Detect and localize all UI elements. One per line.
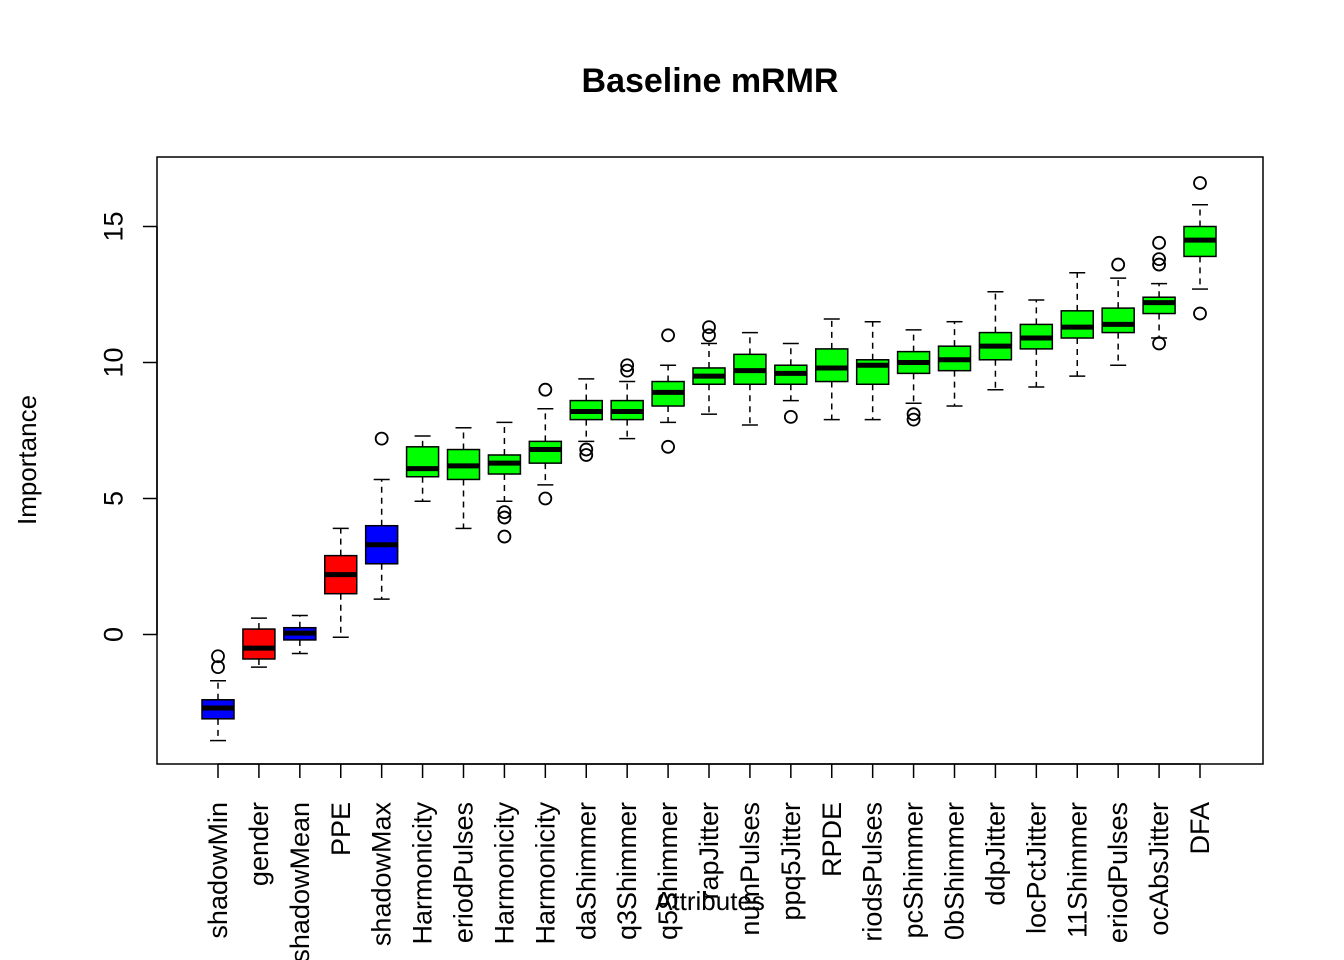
x-tick-label: q5Shimmer [653, 802, 683, 940]
outlier-point [620, 363, 635, 378]
x-tick-label: eriodPulses [449, 802, 479, 943]
x-tick-label: shadowMean [285, 802, 315, 960]
box-body [1101, 307, 1135, 334]
x-tick-label: locPctJitter [1021, 802, 1051, 934]
boxes [201, 176, 1217, 742]
x-tick-label: DFA [1185, 802, 1215, 855]
x-tick-label: 11Shimmer [1062, 802, 1092, 938]
x-tick-label: numPulses [735, 802, 765, 936]
outlier-point [620, 358, 635, 373]
x-tick-label: RPDE [817, 802, 847, 877]
x-tick-label: PPE [326, 802, 356, 856]
outlier-point [579, 442, 594, 457]
x-tick-label: Harmonicity [489, 802, 519, 945]
outlier-point [1111, 257, 1126, 272]
box-body [405, 446, 440, 478]
x-tick-label: eriodPulses [1103, 802, 1133, 943]
x-axis-label: Attributes [655, 886, 765, 916]
x-tick-label: shadowMax [367, 802, 397, 947]
y-tick-label: 15 [98, 211, 128, 241]
box-body [1142, 296, 1176, 315]
outlier-point [497, 505, 512, 519]
x-tick-label: Harmonicity [408, 802, 438, 945]
outlier-point [1152, 252, 1166, 267]
box-4 [324, 527, 358, 638]
outlier-point [211, 649, 225, 664]
outlier-point [783, 409, 798, 424]
box-body [528, 440, 563, 464]
box-24 [1142, 235, 1176, 351]
outlier-point [1152, 235, 1166, 250]
outlier-point [661, 439, 675, 454]
box-21 [1019, 299, 1054, 388]
box-8 [487, 421, 522, 544]
outlier-point [538, 382, 553, 397]
box-body [242, 628, 276, 660]
y-tick-label: 0 [98, 627, 128, 642]
box-17 [855, 320, 890, 421]
outlier-point [211, 660, 225, 675]
x-tick-label: shadowMin [203, 802, 233, 939]
outlier-point [702, 328, 716, 343]
outlier-point [497, 529, 512, 544]
y-tick-label: 10 [98, 347, 128, 377]
box-25 [1183, 176, 1217, 321]
x-tick-label: ocAbsJitter [1144, 802, 1174, 936]
outlier-point [497, 510, 512, 525]
plot-frame [156, 156, 1264, 765]
box-22 [1060, 271, 1094, 377]
box-7 [446, 427, 481, 530]
x-axis: shadowMin gender shadowMean PPE shadowMax Har… [203, 763, 1215, 960]
box-19 [937, 320, 972, 407]
outlier-point [579, 448, 594, 462]
outlier-point [1152, 257, 1166, 272]
chart-title: Baseline mRMR [582, 62, 839, 100]
x-tick-label: Harmonicity [530, 802, 560, 945]
x-tick-label: gender [244, 802, 274, 886]
box-5 [364, 431, 399, 600]
box-20 [978, 291, 1013, 391]
box-body [1060, 310, 1094, 339]
y-tick-label: 5 [98, 491, 128, 506]
box-3 [283, 614, 317, 655]
x-tick-label: pcShimmer [899, 802, 929, 939]
box-10 [569, 378, 603, 462]
box-9 [528, 382, 563, 506]
box-body [815, 348, 849, 383]
outlier-point [1193, 176, 1207, 190]
x-tick-label: rapJitter [694, 802, 724, 900]
box-14 [733, 331, 767, 426]
box-18 [896, 329, 931, 427]
y-axis: 0 5 10 15 [98, 211, 158, 642]
box-6 [405, 435, 440, 502]
box-16 [815, 318, 849, 421]
x-tick-label: q3Shimmer [612, 802, 642, 940]
box-23 [1101, 257, 1135, 366]
outlier-point [1152, 336, 1166, 351]
box-11 [610, 358, 644, 440]
box-2 [242, 617, 276, 668]
outlier-point [374, 431, 389, 446]
outlier-point [906, 412, 921, 427]
x-tick-label: ddpJitter [980, 802, 1010, 906]
outlier-point [1193, 306, 1207, 321]
box-1 [201, 649, 235, 742]
x-tick-label: 0bShimmer [940, 802, 970, 940]
box-15 [774, 342, 808, 424]
x-tick-label: daShimmer [571, 802, 601, 940]
y-axis-label: Importance [12, 395, 42, 525]
outlier-point [538, 491, 553, 506]
outlier-point [702, 320, 716, 335]
box-12 [651, 328, 685, 454]
outlier-point [906, 407, 921, 422]
x-tick-label: riodsPulses [858, 802, 888, 942]
outlier-point [661, 328, 675, 343]
box-13 [692, 320, 726, 415]
x-tick-label: ppq5Jitter [776, 802, 806, 921]
